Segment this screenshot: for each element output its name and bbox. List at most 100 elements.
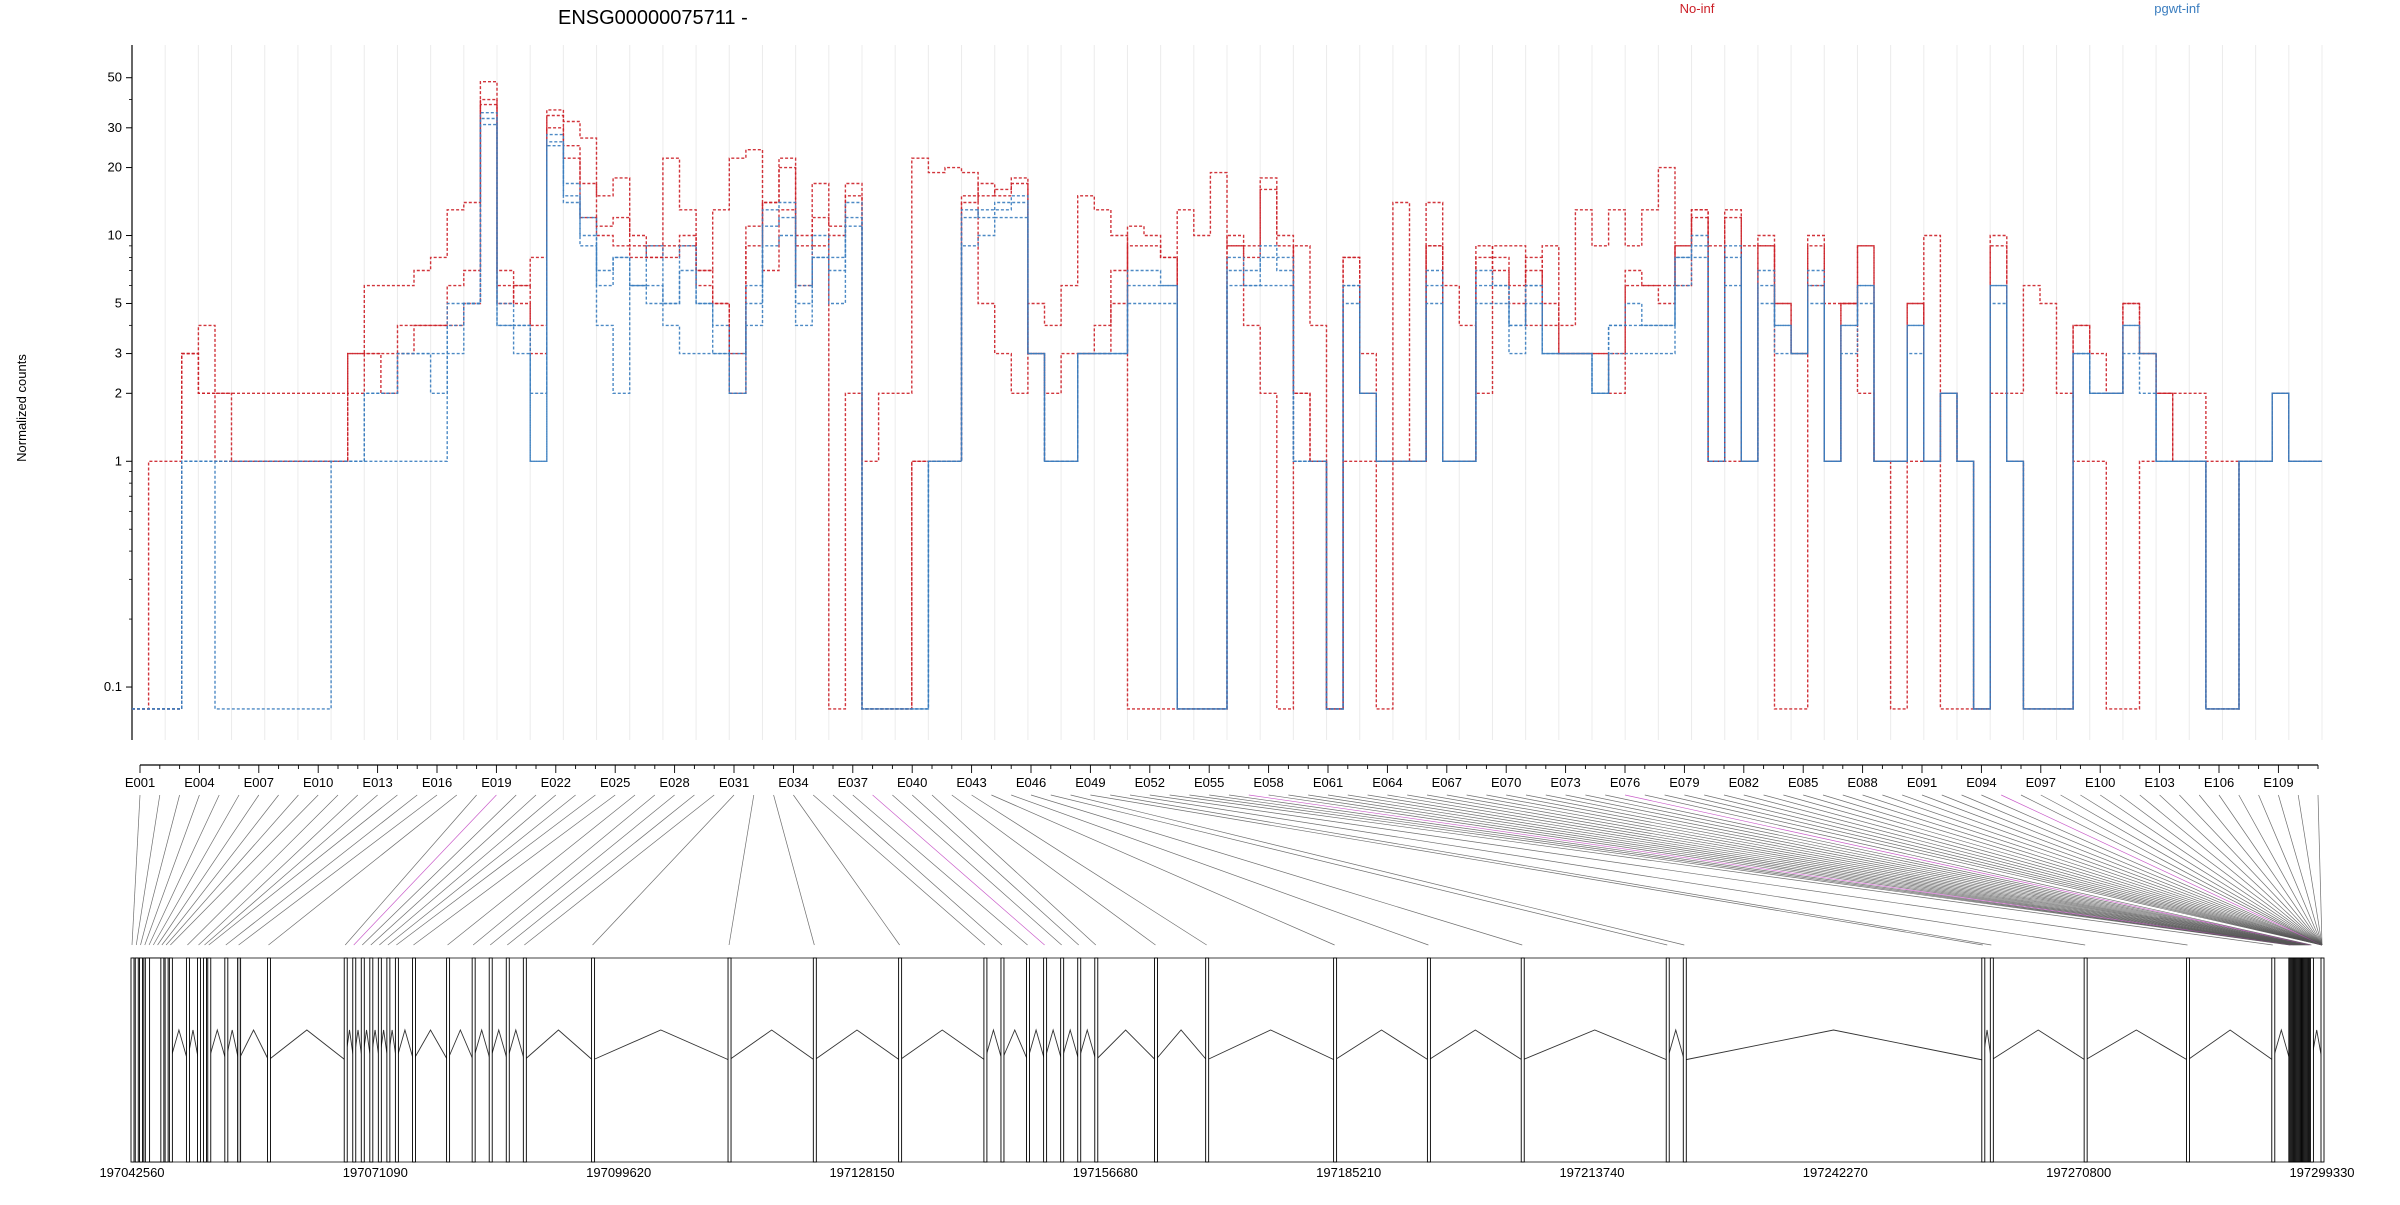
exon-connector [204,794,378,946]
exon-box [1000,957,1005,1163]
exon-label: E052 [1135,775,1165,790]
exon-box [360,957,365,1163]
exon-box [134,957,139,1163]
exon-box [130,957,135,1163]
exon-connector [1624,794,2311,946]
exon-connector [2119,794,2323,946]
intron [984,1028,1003,1061]
exon-connector [1288,794,2295,946]
exon-connector [2040,794,2323,946]
coordinate-label: 197213740 [1559,1165,1624,1180]
series-line-3 [132,112,2322,710]
series-line-5 [132,117,2322,710]
exon-label: E049 [1075,775,1105,790]
exon-box [471,957,476,1163]
intron [413,1029,448,1061]
intron [2084,1029,2188,1061]
exon-label: E091 [1907,775,1937,790]
exon-label: E031 [719,775,749,790]
exon-label: E073 [1550,775,1580,790]
intron [1428,1029,1523,1061]
exon-connector [1763,794,2323,946]
exon-connector [507,794,695,946]
exon-connectors [131,794,2323,946]
coordinate-label: 197156680 [1073,1165,1138,1180]
exon-box [352,957,357,1163]
exon-connector [1862,794,2323,946]
exon-box [168,957,173,1163]
intron [814,1029,900,1061]
exon-box [394,957,399,1163]
y-tick-label: 2 [115,385,122,400]
exon-connector [2258,794,2323,946]
exon-label: E019 [481,775,511,790]
intron [899,1029,986,1061]
intron [524,1029,593,1061]
intron [2187,1029,2274,1061]
exon-connector [1387,794,2300,946]
exon-label: E046 [1016,775,1046,790]
intron [1078,1028,1097,1061]
exon-box [343,957,348,1163]
exon-box [386,957,391,1163]
exon-connector [1446,794,2303,946]
exon-axis: E001 E004 E007 E010 E013 E016 E019 E022 E025 E028… [125,764,2319,790]
exon-box [812,957,817,1163]
exon-connector [387,794,576,946]
exon-label: E067 [1432,775,1462,790]
exon-label: E001 [125,775,155,790]
exon-connector [198,794,359,946]
exon-connector [1743,794,2323,946]
exon-box [267,957,271,1163]
y-tick-label: 20 [108,160,122,175]
exon-connector [793,794,900,946]
exon-box [377,957,382,1163]
exon-connector [268,794,458,946]
exon-connector [140,794,180,946]
y-tick-label: 1 [115,453,122,468]
intron [169,1028,188,1061]
exon-connector [148,794,220,946]
intron [1666,1028,1685,1061]
exon-connector [153,794,240,946]
exon-box [2320,957,2325,1163]
exon-connector [1565,794,2308,946]
exon-connector [1090,794,1983,946]
exon-box [1981,957,1986,1163]
exon-connector [1347,794,2298,946]
exon-connector [344,794,477,946]
exon-connector [931,794,1097,946]
exon-connector [1664,794,2323,946]
exon-connector [1228,794,2292,946]
exon-connector [728,794,755,946]
intron [1522,1029,1668,1061]
exon-connector [524,794,715,946]
y-tick-label: 30 [108,120,122,135]
exon-connector [1525,794,2306,946]
intron [268,1029,346,1061]
exon-label: E043 [956,775,986,790]
exon-box [1333,957,1338,1163]
exon-connector [911,794,1079,946]
exon-box [2083,957,2088,1163]
exon-connector [472,794,656,946]
chart-title: ENSG00000075711 - [558,7,748,29]
exon-box [160,957,165,1163]
exon-connector [370,794,537,946]
intron [1155,1029,1208,1061]
exon-box [2186,957,2190,1163]
exon-label: E097 [2026,775,2056,790]
exon-connector [852,794,1028,946]
exon-box [1989,957,1994,1163]
intron [472,1028,491,1061]
exon-label: E064 [1372,775,1402,790]
coordinate-label: 197185210 [1316,1165,1381,1180]
exon-box [1426,957,1431,1163]
exon-label: E034 [778,775,808,790]
exon-label: E070 [1491,775,1521,790]
exon-box [522,957,527,1163]
exon-connector [2159,794,2323,946]
exon-connector [170,794,319,946]
exon-connector [1882,794,2323,946]
